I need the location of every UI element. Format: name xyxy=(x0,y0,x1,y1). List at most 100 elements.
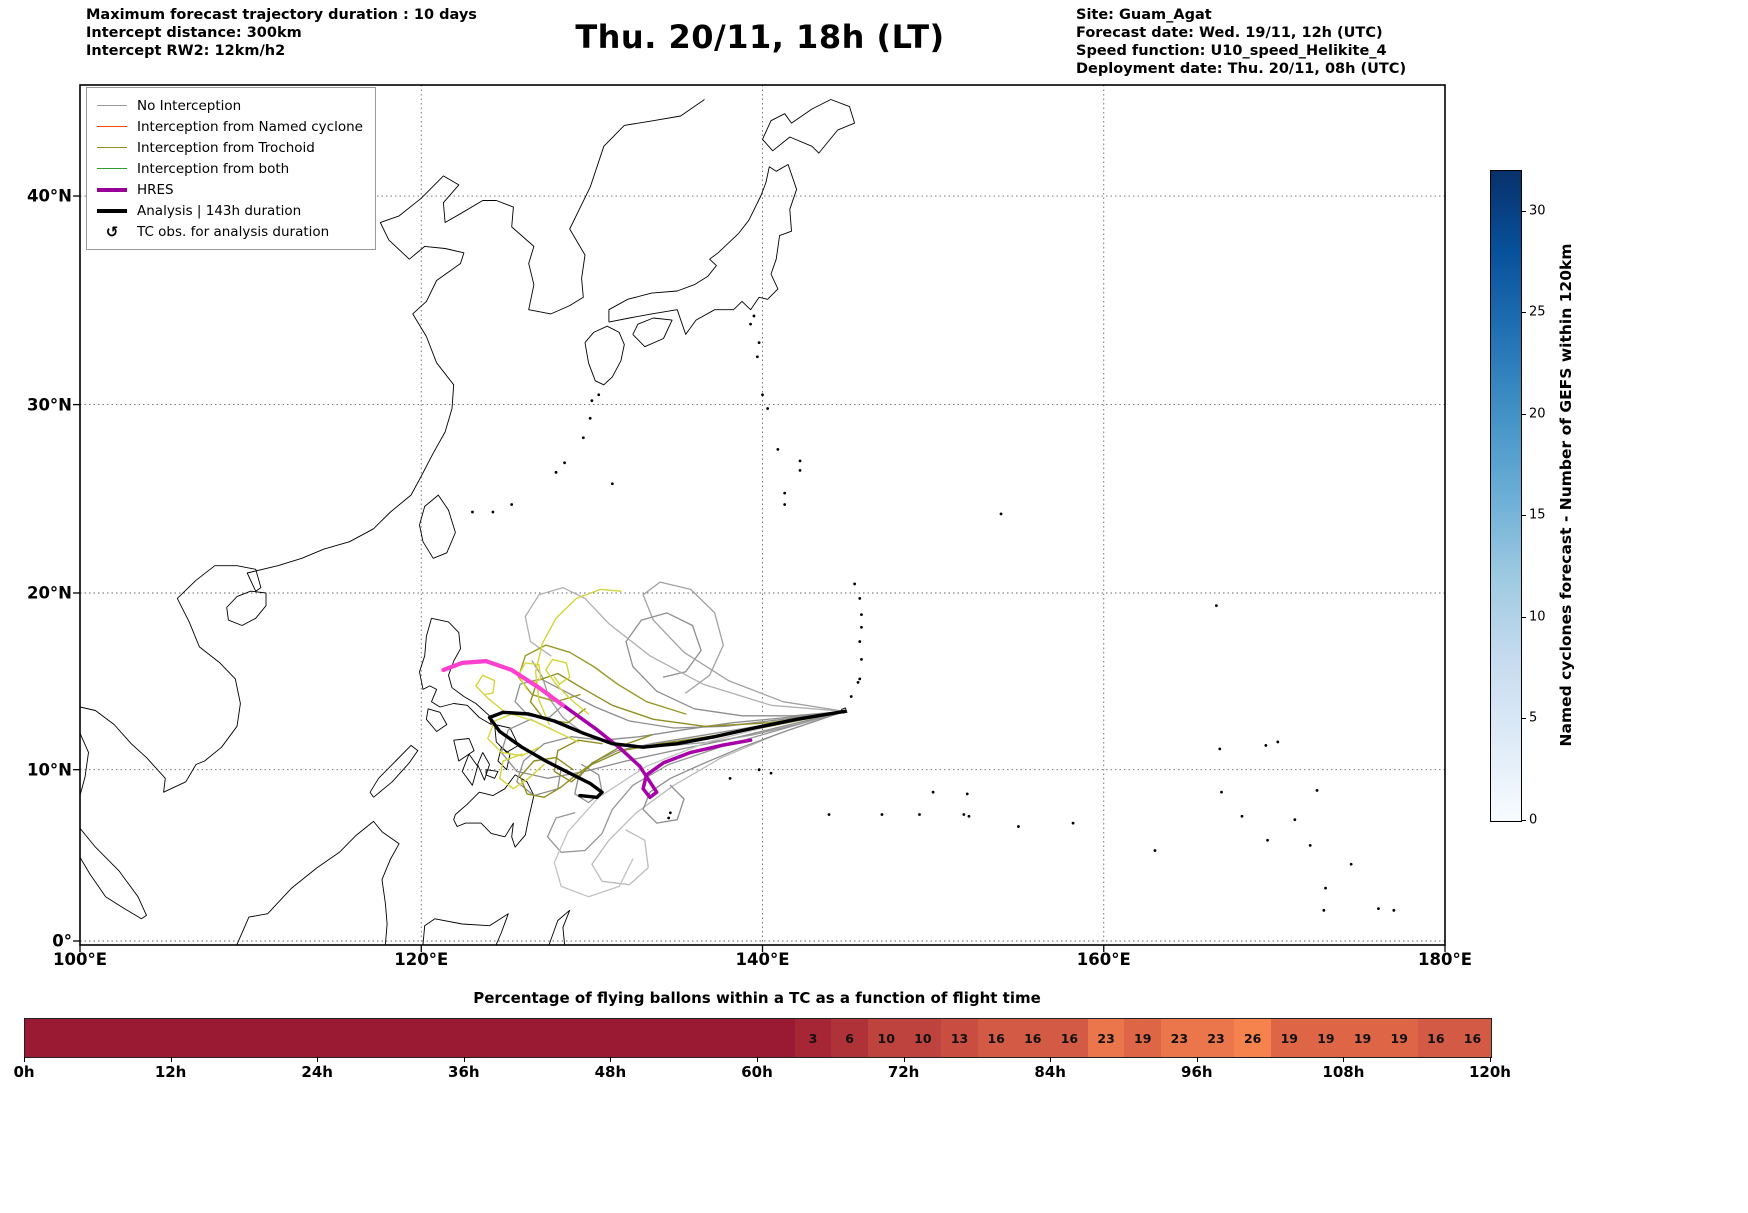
island-dot xyxy=(1308,844,1312,847)
colorbar-tick-label: 25 xyxy=(1529,304,1546,320)
colorbar-tick-label: 5 xyxy=(1529,710,1538,726)
bar-axis-tick-label: 72h xyxy=(887,1063,920,1081)
coastline xyxy=(425,708,448,732)
legend-label: Interception from both xyxy=(137,160,290,177)
legend-line xyxy=(97,187,127,192)
bar-segment: 16 xyxy=(977,1019,1015,1057)
x-tick-label: 140°E xyxy=(735,950,790,969)
intercept-rw2-text: Intercept RW2: 12km/h2 xyxy=(86,43,286,59)
island-dot xyxy=(1218,747,1222,751)
deployment-date-text: Deployment date: Thu. 20/11, 08h (UTC) xyxy=(1076,61,1407,77)
bar-segment: 16 xyxy=(1014,1019,1052,1057)
island-dot xyxy=(757,341,761,344)
island-dot xyxy=(761,393,764,397)
trajectory-lines xyxy=(441,581,847,898)
bar-axis-tick-mark xyxy=(610,1057,612,1062)
coastlines xyxy=(80,99,856,945)
x-tick-label: 120°E xyxy=(394,950,449,969)
island-dot xyxy=(1324,886,1327,890)
colorbar-tick-mark xyxy=(1521,413,1526,415)
rotate-arrow-icon: ↺ xyxy=(105,222,119,241)
legend-line-sample xyxy=(97,146,127,149)
trajectory-no-interception-12 xyxy=(553,710,846,898)
legend-line xyxy=(97,125,127,128)
bar-axis-tick-mark xyxy=(1050,1057,1052,1062)
legend-line-sample xyxy=(97,125,127,128)
coastline xyxy=(453,738,475,762)
island-dot xyxy=(1322,908,1326,912)
y-tick-label: 40°N xyxy=(26,186,72,206)
island-dot xyxy=(967,814,971,818)
bar-axis-tick-label: 84h xyxy=(1034,1063,1066,1081)
map-legend: No Interception Interception from Named c… xyxy=(86,87,376,250)
speed-function-text: Speed function: U10_speed_Helikite_4 xyxy=(1076,43,1387,59)
intercept-distance-text: Intercept distance: 300km xyxy=(86,25,302,41)
island-dot xyxy=(1349,862,1353,866)
legend-entry: No Interception xyxy=(97,95,363,116)
colorbar-tick-label: 0 xyxy=(1529,812,1538,828)
bar-segment: 10 xyxy=(867,1019,905,1057)
bar-segment: 10 xyxy=(904,1019,942,1057)
y-tick-label: 20°N xyxy=(26,583,72,603)
legend-line-sample xyxy=(97,187,127,192)
bar-axis-tick-label: 36h xyxy=(448,1063,480,1081)
legend-entry: Interception from Named cyclone xyxy=(97,116,363,137)
coastline xyxy=(80,99,705,793)
trajectory-no-interception-2 xyxy=(514,678,846,729)
island-dot xyxy=(766,407,770,410)
bar-segment: 19 xyxy=(1270,1019,1308,1057)
legend-line-sample xyxy=(97,208,127,213)
bar-axis-tick-label: 0h xyxy=(13,1063,35,1081)
forecast-date-text: Forecast date: Wed. 19/11, 12h (UTC) xyxy=(1076,25,1383,41)
trajectory-map xyxy=(73,84,1446,952)
island-dot xyxy=(783,491,787,495)
island-dot xyxy=(931,790,935,794)
island-dots xyxy=(471,314,1396,912)
colorbar-tick-mark xyxy=(1521,820,1526,821)
legend-label: No Interception xyxy=(137,97,242,114)
bar-segment: 19 xyxy=(1124,1019,1162,1057)
legend-line xyxy=(97,167,127,170)
bar-segment: 6 xyxy=(831,1019,868,1057)
map-gridlines xyxy=(80,85,1445,945)
island-dot xyxy=(1392,908,1396,912)
site-text: Site: Guam_Agat xyxy=(1076,7,1212,23)
island-dot xyxy=(728,776,732,780)
legend-entry: Interception from Trochoid xyxy=(97,137,363,158)
island-dot xyxy=(1276,740,1280,744)
bar-axis-tick-mark xyxy=(317,1057,319,1062)
island-dot xyxy=(563,461,566,465)
island-dot xyxy=(999,512,1003,516)
bar-axis-tick-mark xyxy=(24,1057,25,1062)
bar-segment: 13 xyxy=(941,1019,978,1057)
bar-axis-tick-mark xyxy=(1196,1057,1198,1062)
island-dot xyxy=(1220,790,1223,794)
coastline xyxy=(236,820,400,945)
bar-segment: 16 xyxy=(1454,1019,1491,1057)
coastline xyxy=(461,753,479,786)
bar-axis-tick-mark xyxy=(1343,1057,1345,1062)
figure-title: Thu. 20/11, 18h (LT) xyxy=(575,18,945,56)
bar-axis-tick-mark xyxy=(170,1057,172,1062)
trajectory-no-interception-3 xyxy=(546,710,846,853)
legend-line-sample xyxy=(97,104,127,107)
coastline xyxy=(762,99,856,154)
colorbar-tick-mark xyxy=(1521,515,1526,517)
bar-segment-baseline xyxy=(25,1019,795,1057)
colorbar-tick-label: 20 xyxy=(1529,406,1546,422)
island-dot xyxy=(858,640,862,643)
coastline xyxy=(369,744,419,798)
x-tick-label: 160°E xyxy=(1076,950,1131,969)
bar-axis-tick-label: 12h xyxy=(154,1063,187,1081)
trajectory-no-interception-4 xyxy=(625,612,846,717)
island-dot xyxy=(757,768,761,772)
trajectory-named-cyclone-4 xyxy=(499,753,545,790)
legend-label: TC obs. for analysis duration xyxy=(137,223,330,240)
island-dot xyxy=(849,695,853,698)
island-dot xyxy=(752,314,756,318)
bar-segment: 16 xyxy=(1417,1019,1455,1057)
island-dot xyxy=(1266,838,1269,842)
island-dot xyxy=(827,813,831,816)
colorbar-tick-label: 15 xyxy=(1529,507,1546,523)
coastline xyxy=(453,774,535,848)
